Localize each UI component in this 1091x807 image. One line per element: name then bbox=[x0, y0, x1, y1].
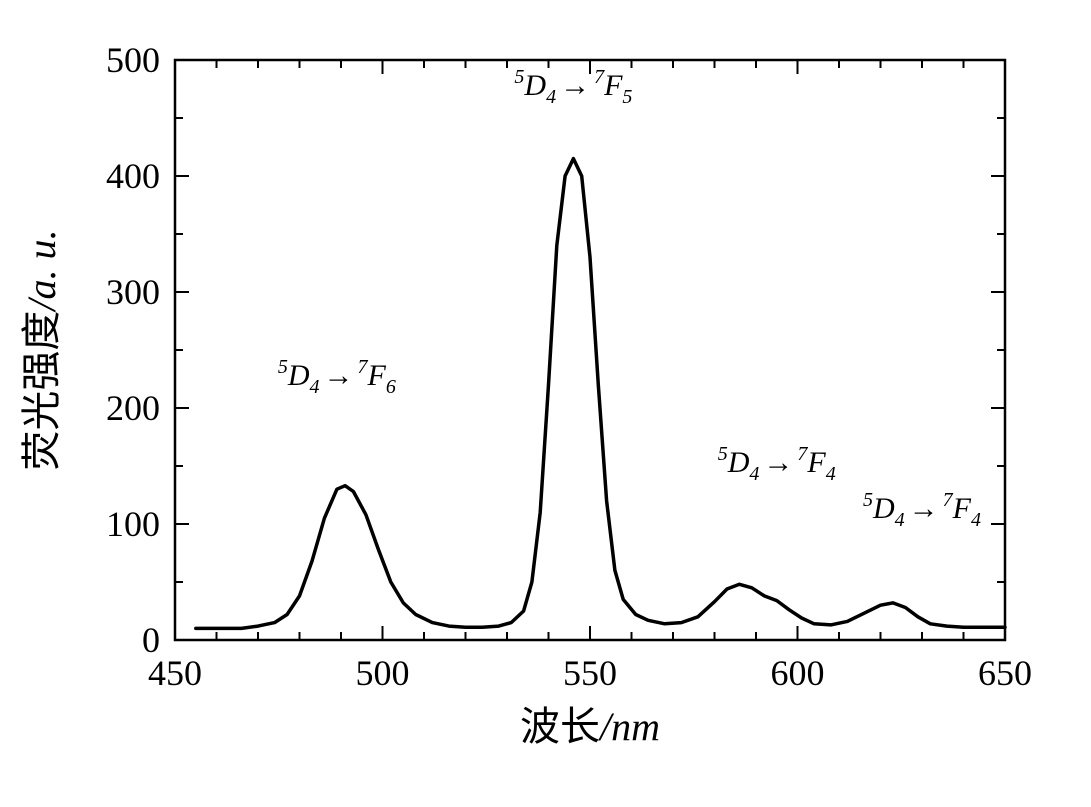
y-tick-label: 0 bbox=[142, 620, 160, 660]
y-tick-label: 100 bbox=[106, 504, 160, 544]
x-tick-label: 550 bbox=[563, 653, 617, 693]
peak-label: 5D4→7F4 bbox=[863, 489, 981, 531]
y-tick-label: 300 bbox=[106, 272, 160, 312]
y-tick-label: 400 bbox=[106, 156, 160, 196]
peak-label: 5D4→7F4 bbox=[718, 443, 836, 485]
x-tick-label: 650 bbox=[978, 653, 1032, 693]
peak-label: 5D4→7F5 bbox=[514, 66, 632, 108]
y-tick-label: 500 bbox=[106, 40, 160, 80]
x-axis-label: 波长/nm bbox=[520, 704, 660, 749]
x-tick-label: 600 bbox=[771, 653, 825, 693]
emission-spectrum-chart: 4505005506006500100200300400500波长/nm荧光强度… bbox=[0, 0, 1091, 807]
y-tick-label: 200 bbox=[106, 388, 160, 428]
peak-label: 5D4→7F6 bbox=[278, 356, 396, 398]
y-axis-label: 荧光强度/a. u. bbox=[19, 229, 64, 470]
x-tick-label: 500 bbox=[356, 653, 410, 693]
